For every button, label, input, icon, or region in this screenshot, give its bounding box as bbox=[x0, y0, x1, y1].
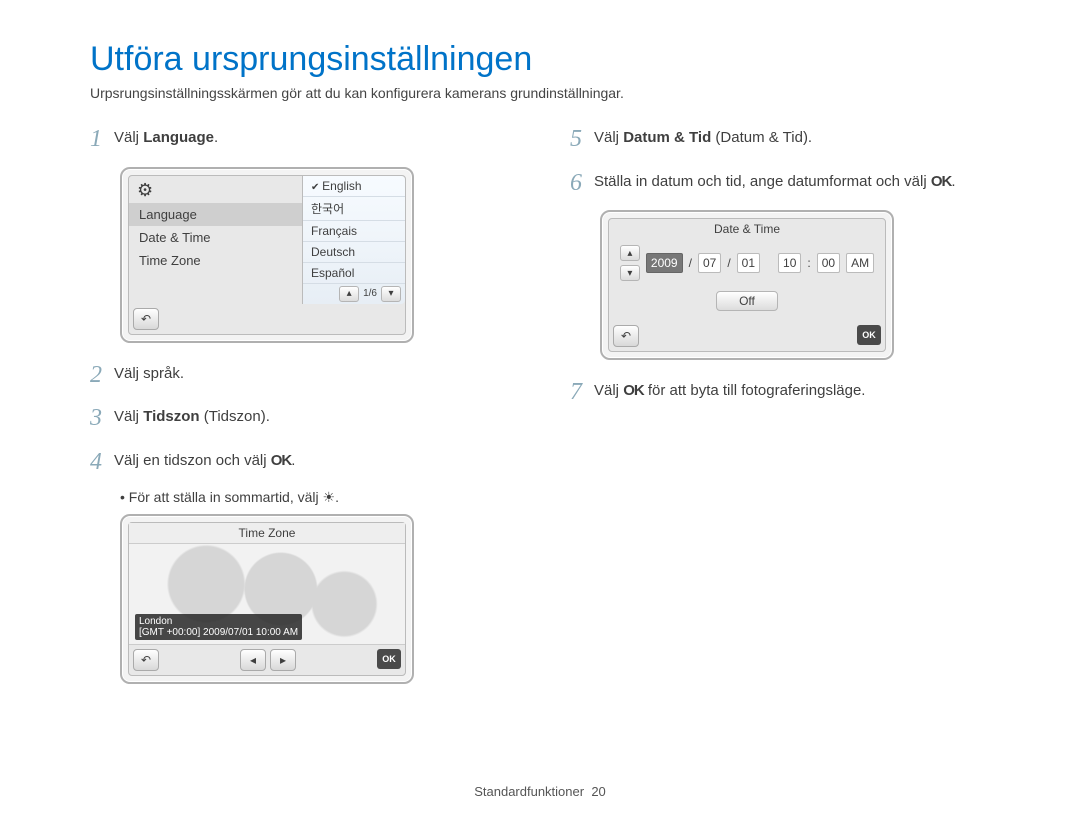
left-column: 1 Välj Language. ⚙ Language Date & Time … bbox=[90, 123, 510, 700]
tz-title: Time Zone bbox=[129, 523, 405, 544]
menu-item-language[interactable]: Language bbox=[129, 203, 302, 226]
dt-ampm[interactable]: AM bbox=[846, 253, 874, 273]
dt-min[interactable]: 00 bbox=[817, 253, 840, 273]
page-down-icon[interactable]: ▾ bbox=[381, 286, 401, 302]
tz-info: London [GMT +00:00] 2009/07/01 10:00 AM bbox=[135, 614, 302, 640]
menu-item-timezone[interactable]: Time Zone bbox=[129, 249, 302, 272]
step-num-1: 1 bbox=[90, 123, 114, 157]
lang-opt-korean[interactable]: 한국어 bbox=[303, 197, 405, 221]
sep-slash-2: / bbox=[727, 256, 730, 270]
language-screen: ⚙ Language Date & Time Time Zone English… bbox=[120, 167, 414, 343]
lang-opt-english[interactable]: English bbox=[303, 176, 405, 197]
dt-year[interactable]: 2009 bbox=[646, 253, 683, 273]
page-up-icon[interactable]: ▴ bbox=[339, 286, 359, 302]
sun-icon bbox=[323, 489, 336, 505]
tz-right-icon[interactable]: ▸ bbox=[270, 649, 296, 671]
lang-opt-spanish[interactable]: Español bbox=[303, 263, 405, 284]
page-indicator: 1/6 bbox=[363, 288, 377, 299]
dt-title: Date & Time bbox=[609, 219, 885, 239]
step-2-text: Välj språk. bbox=[114, 359, 184, 384]
lang-opt-french[interactable]: Français bbox=[303, 221, 405, 242]
timezone-screen: Time Zone London [GMT +00:00] 2009/07/01… bbox=[120, 514, 414, 684]
step-5-text: Välj Datum & Tid (Datum & Tid). bbox=[594, 123, 812, 148]
right-column: 5 Välj Datum & Tid (Datum & Tid). 6 Stäl… bbox=[570, 123, 990, 700]
step-num-2: 2 bbox=[90, 359, 114, 393]
dt-ok-button[interactable]: OK bbox=[857, 325, 881, 345]
tz-ok-button[interactable]: OK bbox=[377, 649, 401, 669]
step-1-text: Välj Language. bbox=[114, 123, 218, 148]
step-4-text: Välj en tidszon och välj OK. bbox=[114, 446, 295, 471]
tz-back-icon[interactable]: ↶ bbox=[133, 649, 159, 671]
back-icon[interactable]: ↶ bbox=[133, 308, 159, 330]
dt-back-icon[interactable]: ↶ bbox=[613, 325, 639, 347]
step-6-text: Ställa in datum och tid, ange datumforma… bbox=[594, 167, 956, 192]
gear-icon: ⚙ bbox=[129, 176, 302, 203]
step-num-5: 5 bbox=[570, 123, 594, 157]
dt-hour[interactable]: 10 bbox=[778, 253, 801, 273]
step-num-4: 4 bbox=[90, 446, 114, 480]
step-4-bullet: • För att ställa in sommartid, välj . bbox=[120, 489, 510, 506]
dt-day[interactable]: 01 bbox=[737, 253, 760, 273]
step-num-7: 7 bbox=[570, 376, 594, 410]
dt-month[interactable]: 07 bbox=[698, 253, 721, 273]
sep-colon: : bbox=[807, 256, 810, 270]
menu-item-datetime[interactable]: Date & Time bbox=[129, 226, 302, 249]
step-7-text: Välj OK för att byta till fotograferings… bbox=[594, 376, 865, 401]
tz-map[interactable]: London [GMT +00:00] 2009/07/01 10:00 AM bbox=[129, 544, 405, 645]
dt-down-icon[interactable]: ▾ bbox=[620, 265, 640, 281]
dt-up-icon[interactable]: ▴ bbox=[620, 245, 640, 261]
tz-left-icon[interactable]: ◂ bbox=[240, 649, 266, 671]
sep-slash-1: / bbox=[689, 256, 692, 270]
datetime-screen: Date & Time ▴ ▾ 2009 / 07 / 01 bbox=[600, 210, 894, 360]
page-subtitle: Urpsrungsinställningsskärmen gör att du … bbox=[90, 85, 990, 101]
step-3-text: Välj Tidszon (Tidszon). bbox=[114, 402, 270, 427]
step-num-3: 3 bbox=[90, 402, 114, 436]
page-title: Utföra ursprungsinställningen bbox=[90, 40, 990, 79]
dt-off-button[interactable]: Off bbox=[716, 291, 778, 311]
step-num-6: 6 bbox=[570, 167, 594, 201]
page-footer: Standardfunktioner 20 bbox=[0, 784, 1080, 799]
lang-opt-german[interactable]: Deutsch bbox=[303, 242, 405, 263]
